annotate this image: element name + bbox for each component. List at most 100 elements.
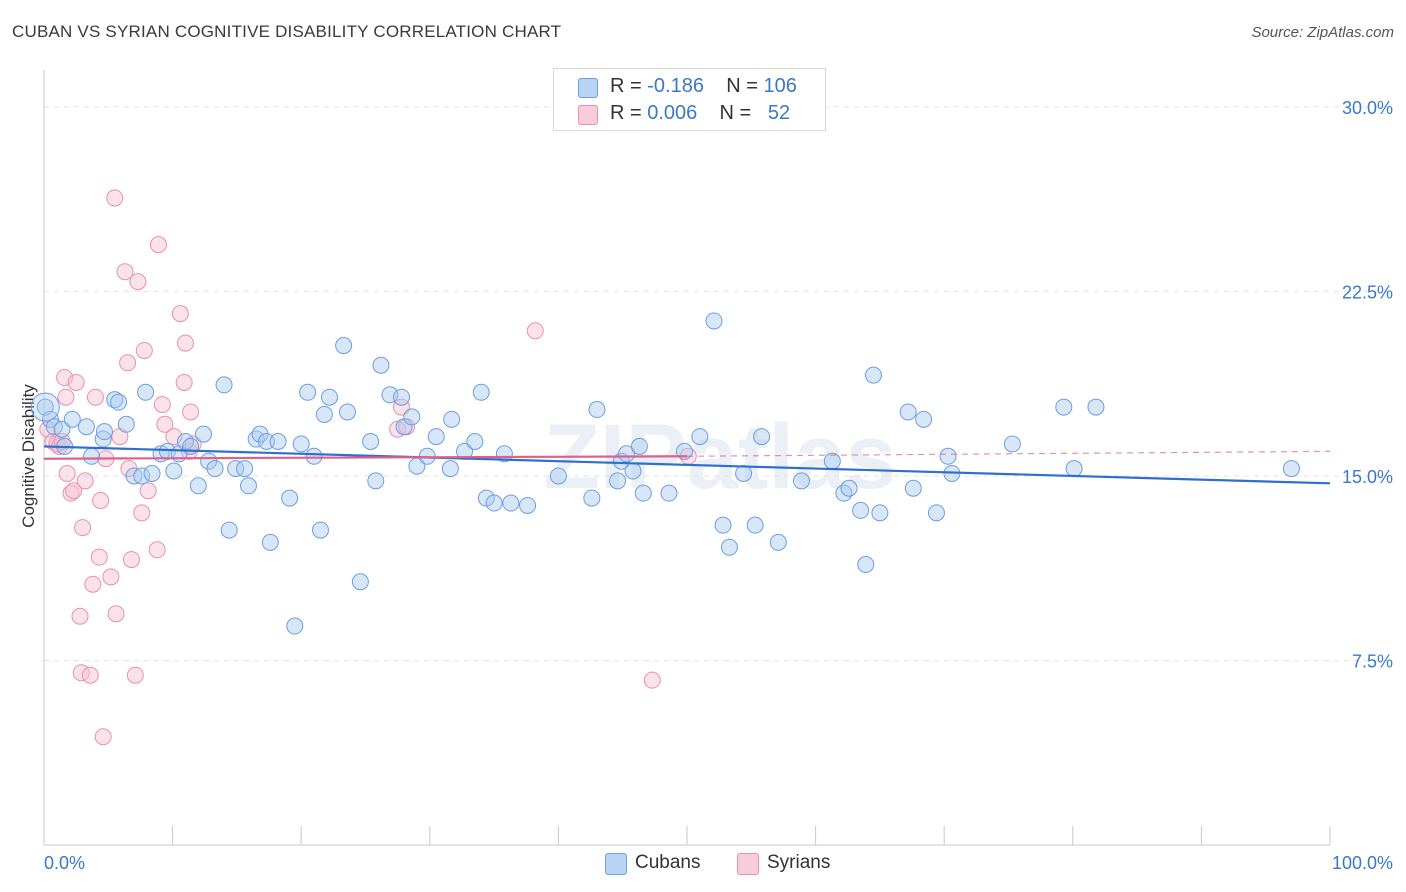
- cubans-point: [351, 573, 369, 591]
- syrians-point: [57, 388, 75, 406]
- cubans-point: [311, 521, 329, 539]
- cubans-point: [618, 445, 636, 463]
- syrians-point: [149, 236, 167, 254]
- cubans-point: [257, 433, 275, 451]
- cubans-point: [403, 408, 421, 426]
- cubans-point: [735, 464, 753, 482]
- cubans-point: [904, 479, 922, 497]
- y-tick-label: 22.5%: [1342, 282, 1393, 302]
- syrians-point: [102, 568, 120, 586]
- syrians-point: [133, 504, 151, 522]
- syrians-point: [643, 671, 661, 689]
- cubans-point: [519, 496, 537, 514]
- cubans-point: [630, 437, 648, 455]
- gridlines: [44, 106, 1393, 661]
- syrians-point: [171, 305, 189, 323]
- cubans-point: [502, 494, 520, 512]
- cubans-point: [110, 393, 128, 411]
- cubans-point: [117, 415, 135, 433]
- cubans-point: [143, 464, 161, 482]
- cubans-point: [443, 410, 461, 428]
- cubans-point: [292, 435, 310, 453]
- chart-title: CUBAN VS SYRIAN COGNITIVE DISABILITY COR…: [12, 22, 562, 41]
- syrians-point: [182, 403, 200, 421]
- cubans-point: [194, 425, 212, 443]
- cubans-point: [77, 418, 95, 436]
- cubans-point: [899, 403, 917, 421]
- y-tick-label: 30.0%: [1342, 98, 1393, 118]
- cubans-point: [485, 494, 503, 512]
- cubans-point: [427, 428, 445, 446]
- cubans-point: [624, 462, 642, 480]
- cubans-point: [660, 484, 678, 502]
- syrians-point: [139, 482, 157, 500]
- cubans-point: [753, 428, 771, 446]
- syrians-point: [176, 334, 194, 352]
- syrians-point: [148, 541, 166, 559]
- cubans-point: [583, 489, 601, 507]
- syrians-n-value: 52: [767, 102, 791, 124]
- legend-cubans-text: R = -0.186 N = 106: [610, 75, 797, 97]
- cubans-n-value: 106: [763, 75, 797, 97]
- syrians-point: [135, 341, 153, 359]
- cubans-point: [714, 516, 732, 534]
- cubans-point: [927, 504, 945, 522]
- syrians-point: [119, 354, 137, 372]
- syrians-point: [84, 575, 102, 593]
- syrians-point: [116, 263, 134, 281]
- syrians-point: [175, 373, 193, 391]
- syrians-r-value: 0.006: [647, 102, 698, 124]
- cubans-point: [206, 460, 224, 478]
- cubans-point: [315, 405, 333, 423]
- cubans-point: [939, 447, 957, 465]
- y-axis-label: Cognitive Disability: [19, 384, 38, 528]
- cubans-point: [165, 462, 183, 480]
- cubans-point: [835, 484, 853, 502]
- syrians-point: [156, 415, 174, 433]
- cubans-point: [372, 356, 390, 374]
- cubans-point: [338, 403, 356, 421]
- syrians-point: [81, 666, 99, 684]
- cubans-point: [281, 489, 299, 507]
- cubans-point: [1282, 460, 1300, 478]
- cubans-point: [1003, 435, 1021, 453]
- cubans-point: [871, 504, 889, 522]
- syrians-point: [76, 472, 94, 490]
- cubans-point: [83, 447, 101, 465]
- cubans-point: [634, 484, 652, 502]
- cubans-r-value: -0.186: [647, 75, 704, 97]
- cubans-point: [1055, 398, 1073, 416]
- cubans-point: [466, 433, 484, 451]
- cubans-point: [63, 410, 81, 428]
- syrians-point: [86, 388, 104, 406]
- syrians-point: [90, 548, 108, 566]
- cubans-point: [609, 472, 627, 490]
- cubans-point: [299, 383, 317, 401]
- syrians-swatch: [578, 105, 598, 125]
- cubans-point: [261, 533, 279, 551]
- cubans-point: [1065, 460, 1083, 478]
- cubans-point: [1087, 398, 1105, 416]
- cubans-trend-line: [43, 445, 1331, 485]
- cubans-legend-swatch: [605, 853, 627, 875]
- cubans-point: [769, 533, 787, 551]
- cubans-point: [236, 460, 254, 478]
- cubans-point: [95, 423, 113, 441]
- x-tick-labels: 0.0% 100.0%: [44, 853, 1393, 873]
- cubans-point: [335, 337, 353, 355]
- syrians-point: [106, 189, 124, 207]
- syrians-point: [153, 396, 171, 414]
- cubans-point: [705, 312, 723, 330]
- y-tick-label: 15.0%: [1342, 467, 1393, 487]
- syrians-point: [62, 484, 80, 502]
- cubans-point: [137, 383, 155, 401]
- cubans-point: [367, 472, 385, 490]
- syrians-point: [67, 373, 85, 391]
- cubans-point: [220, 521, 238, 539]
- cubans-point: [441, 460, 459, 478]
- cubans-point: [239, 477, 257, 495]
- legend: R = -0.186 N = 106 R = 0.006 N = 52: [553, 68, 826, 131]
- cubans-point: [215, 376, 233, 394]
- cubans-point: [852, 501, 870, 519]
- syrians-point: [92, 492, 110, 510]
